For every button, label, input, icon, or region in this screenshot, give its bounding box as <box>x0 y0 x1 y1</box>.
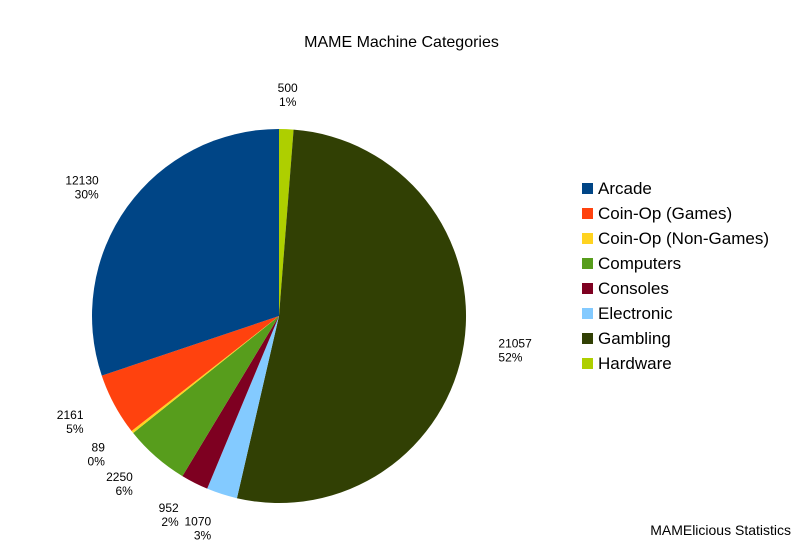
data-label-percent: 1% <box>279 95 297 109</box>
chart-title: MAME Machine Categories <box>304 34 499 51</box>
legend-label: Computers <box>598 253 682 273</box>
legend-swatch <box>582 358 593 369</box>
data-label-value: 952 <box>159 501 179 515</box>
slice-coin-op-games <box>101 316 280 431</box>
pie-labels: 500 1%21057 52%1070 3%952 2%2250 6%89 0%2161 5%… <box>57 81 532 542</box>
data-label-percent: 30% <box>75 188 99 202</box>
legend-label: Consoles <box>598 278 669 298</box>
legend-item: Arcade <box>582 176 769 201</box>
slice-computers <box>133 316 279 477</box>
slice-gambling <box>236 129 467 504</box>
data-label-value: 21057 <box>498 337 532 351</box>
legend-swatch <box>582 183 593 194</box>
legend-item: Electronic <box>582 301 769 326</box>
legend-item: Hardware <box>582 351 769 376</box>
data-label-coin-op-non-games: 89 0% <box>88 441 106 469</box>
chart-legend: Arcade Coin-Op (Games) Coin-Op (Non-Games)… <box>582 176 769 376</box>
data-label-value: 1070 <box>184 514 211 528</box>
legend-item: Coin-Op (Games) <box>582 201 769 226</box>
legend-swatch <box>582 308 593 319</box>
data-label-hardware: 500 1% <box>278 81 298 109</box>
legend-label: Arcade <box>598 178 652 198</box>
legend-item: Computers <box>582 251 769 276</box>
pie-slices <box>92 129 467 504</box>
data-label-value: 2250 <box>106 470 133 484</box>
data-label-percent: 52% <box>498 351 522 365</box>
legend-item: Consoles <box>582 276 769 301</box>
legend-label: Hardware <box>598 353 672 373</box>
data-label-computers: 2250 6% <box>106 470 133 498</box>
legend-swatch <box>582 208 593 219</box>
legend-label: Electronic <box>598 303 673 323</box>
slice-arcade <box>92 129 279 376</box>
data-label-percent: 5% <box>66 422 84 436</box>
legend-item: Coin-Op (Non-Games) <box>582 226 769 251</box>
legend-swatch <box>582 283 593 294</box>
data-label-value: 89 <box>92 441 106 455</box>
legend-label: Coin-Op (Non-Games) <box>598 228 769 248</box>
data-label-percent: 6% <box>115 484 133 498</box>
data-label-gambling: 21057 52% <box>498 337 532 365</box>
data-label-consoles: 952 2% <box>159 501 179 529</box>
legend-label: Coin-Op (Games) <box>598 203 733 223</box>
slice-electronic <box>207 316 279 499</box>
legend-swatch <box>582 258 593 269</box>
data-label-electronic: 1070 3% <box>184 514 211 542</box>
data-label-value: 12130 <box>65 174 99 188</box>
slice-consoles <box>182 316 279 489</box>
data-label-value: 2161 <box>57 408 84 422</box>
legend-label: Gambling <box>598 328 671 348</box>
data-label-percent: 2% <box>161 515 179 529</box>
slice-coin-op-non-games <box>131 316 279 434</box>
data-label-percent: 0% <box>88 455 106 469</box>
data-label-value: 500 <box>278 81 298 95</box>
data-label-arcade: 12130 30% <box>65 174 99 202</box>
legend-swatch <box>582 233 593 244</box>
data-label-coin-op-games: 2161 5% <box>57 408 84 436</box>
slice-hardware <box>279 129 294 316</box>
data-label-percent: 3% <box>194 528 212 542</box>
legend-item: Gambling <box>582 326 769 351</box>
legend-swatch <box>582 333 593 344</box>
credit-text: MAMElicious Statistics <box>650 522 791 538</box>
